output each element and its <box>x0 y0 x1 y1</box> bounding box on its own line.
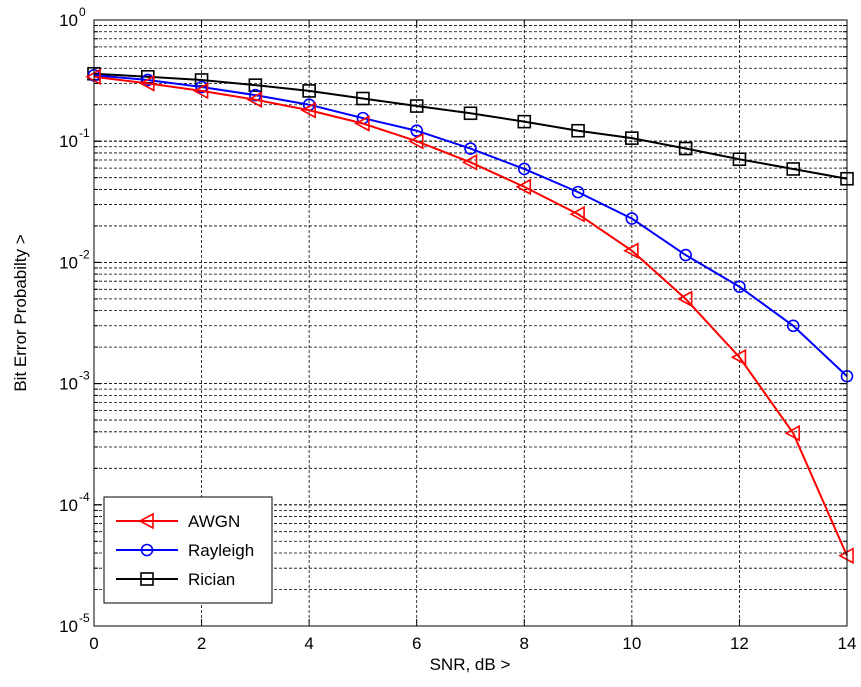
legend-marker-rayleigh <box>140 543 154 557</box>
series-line-rician <box>93 72 848 180</box>
data-point-awgn <box>139 75 155 92</box>
y-tick-label-exponent: -5 <box>79 611 90 625</box>
x-tick-label: 4 <box>304 634 313 653</box>
data-point-rician <box>248 78 263 92</box>
data-point-awgn <box>192 82 209 100</box>
y-tick-label-base: 10 <box>59 132 78 151</box>
data-point-rayleigh <box>786 319 800 333</box>
series-line-awgn <box>93 75 848 557</box>
series-rayleigh <box>87 68 854 383</box>
data-point-rician <box>732 152 747 167</box>
data-point-awgn <box>354 115 370 132</box>
x-tick-labels: 0 2 4 6 8 10 12 14 <box>89 634 856 653</box>
x-tick-label: 0 <box>89 634 98 653</box>
y-tick-label-base: 10 <box>59 375 78 394</box>
data-point-rayleigh <box>410 124 424 138</box>
data-point-rician <box>356 91 370 106</box>
data-point-rayleigh <box>679 248 692 262</box>
y-tick-label: 10 <box>59 496 78 515</box>
y-tick-label-exponent: 0 <box>79 5 86 19</box>
y-tick-label-base: 10 <box>59 496 78 515</box>
y-tick-label: 10 <box>59 132 78 151</box>
data-point-awgn <box>246 91 263 109</box>
data-point-awgn <box>623 242 639 259</box>
data-point-awgn <box>515 178 532 196</box>
legend-label-awgn: AWGN <box>188 512 240 531</box>
x-axis-label: SNR, dB > <box>430 655 511 674</box>
y-tick-label-base: 10 <box>59 253 78 272</box>
y-tick-label-exponent: -3 <box>79 369 90 383</box>
legend-label-rician: Rician <box>188 570 235 589</box>
legend-marker-awgn <box>138 512 154 530</box>
x-tick-label: 12 <box>730 634 749 653</box>
y-tick-label: 10 <box>59 253 78 272</box>
data-point-rician <box>678 141 693 156</box>
data-point-rician <box>463 106 478 121</box>
data-point-awgn <box>300 101 316 119</box>
data-point-awgn <box>730 348 747 366</box>
y-tick-label-base: 10 <box>59 617 78 636</box>
data-point-awgn <box>569 205 585 223</box>
data-point-rayleigh <box>625 212 639 225</box>
plot-frame <box>93 19 848 627</box>
x-tick-label: 6 <box>412 634 421 653</box>
data-point-rician <box>409 99 424 113</box>
data-point-rician <box>302 84 316 98</box>
legend-label-rayleigh: Rayleigh <box>188 541 254 560</box>
y-tick-label: 10 <box>59 617 78 636</box>
data-point-rayleigh <box>464 142 477 155</box>
grid-lines <box>94 20 847 626</box>
x-tick-label: 10 <box>622 634 641 653</box>
data-point-rayleigh <box>733 280 746 294</box>
x-tick-label: 2 <box>197 634 206 653</box>
y-tick-label-base: 10 <box>59 11 78 30</box>
data-point-awgn <box>676 290 693 308</box>
y-tick-label-exponent: -4 <box>79 490 90 504</box>
series-line-rayleigh <box>93 74 848 377</box>
y-tick-label-exponent: -1 <box>79 126 90 140</box>
y-tick-label: 10 <box>59 375 78 394</box>
data-point-rician <box>517 114 532 129</box>
axis-ticks <box>93 19 848 627</box>
data-point-awgn <box>461 153 478 171</box>
data-point-rician <box>786 162 801 176</box>
data-point-rayleigh <box>571 185 585 199</box>
data-point-rayleigh <box>517 162 531 176</box>
data-point-awgn <box>408 132 424 150</box>
legend: AWGN Rayleigh Rician <box>103 496 273 604</box>
data-point-rician <box>194 73 209 87</box>
x-tick-label: 8 <box>520 634 529 653</box>
data-point-rician <box>571 123 585 138</box>
data-point-rician <box>625 131 639 145</box>
y-tick-label-exponent: -2 <box>79 247 90 261</box>
y-axis-label: Bit Error Probabilty > <box>11 234 30 391</box>
x-tick-label: 14 <box>838 634 857 653</box>
data-point-awgn <box>784 424 801 442</box>
y-tick-label: 10 <box>59 11 78 30</box>
legend-marker-rician <box>140 572 154 586</box>
